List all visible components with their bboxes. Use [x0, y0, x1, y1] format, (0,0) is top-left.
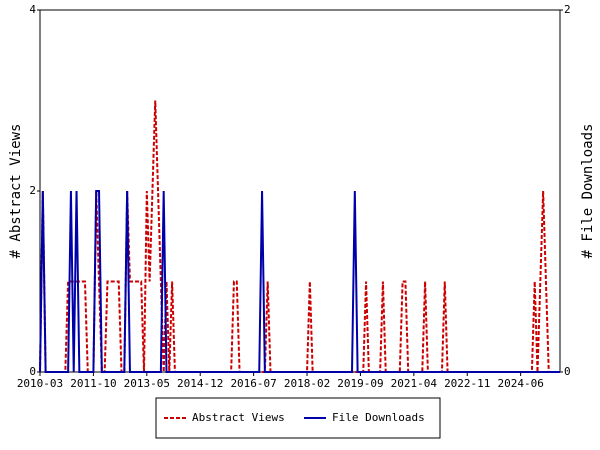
x-tick-label: 2010-03	[17, 377, 63, 390]
y-tick-label: 2	[29, 184, 36, 197]
x-tick-label: 2016-07	[230, 377, 276, 390]
x-tick-label: 2013-05	[124, 377, 170, 390]
plot-frame	[39, 9, 561, 373]
x-tick-label: 2022-11	[444, 377, 490, 390]
x-tick-label: 2014-12	[177, 377, 223, 390]
x-tick-label: 2019-09	[337, 377, 383, 390]
legend-label: Abstract Views	[192, 411, 285, 424]
x-tick-label: 2011-10	[70, 377, 116, 390]
y-tick-label: 4	[29, 3, 36, 16]
y2-axis-title: # File Downloads	[580, 124, 596, 259]
y2-tick-label: 2	[564, 3, 571, 16]
series-line	[39, 190, 560, 373]
y-tick-label: 0	[29, 365, 36, 378]
y2-tick-label: 0	[564, 365, 571, 378]
series-line	[39, 100, 560, 373]
x-tick-label: 2024-06	[497, 377, 543, 390]
y-axis-title: # Abstract Views	[8, 124, 24, 259]
legend-label: File Downloads	[332, 411, 425, 424]
x-tick-label: 2021-04	[391, 377, 438, 390]
legend-box	[155, 397, 441, 439]
x-tick-label: 2018-02	[284, 377, 330, 390]
